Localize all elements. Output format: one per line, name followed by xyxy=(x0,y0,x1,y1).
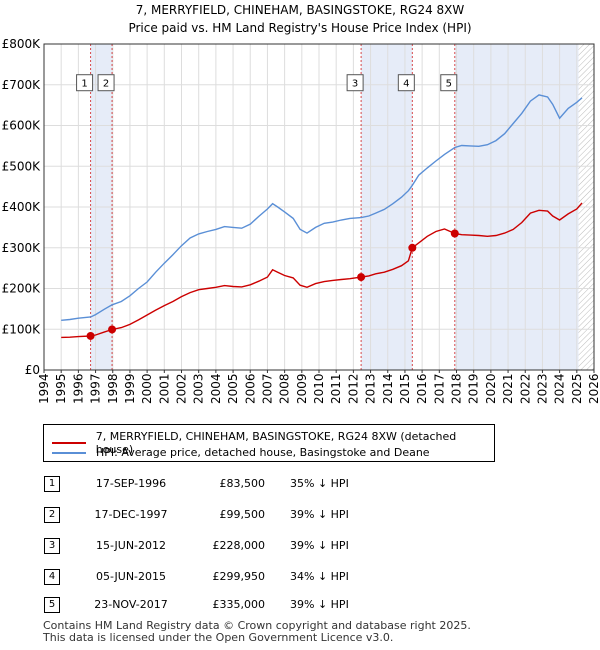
x-tick-label: 1997 xyxy=(89,373,103,404)
sale-label: 5 xyxy=(446,79,452,90)
sale-hpi-diff: 39% ↓ HPI xyxy=(290,598,349,611)
sale-row: 4 05-JUN-2015 £299,950 34% ↓ HPI xyxy=(43,569,563,587)
x-tick-label: 2009 xyxy=(295,373,309,404)
chart-title: 7, MERRYFIELD, CHINEHAM, BASINGSTOKE, RG… xyxy=(136,3,465,17)
x-tick-label: 2019 xyxy=(467,373,481,404)
sale-point xyxy=(86,331,95,340)
x-tick-label: 1999 xyxy=(123,373,137,404)
footer-licence: This data is licensed under the Open Gov… xyxy=(43,631,394,644)
sale-date: 23-NOV-2017 xyxy=(94,598,168,611)
sale-date: 05-JUN-2015 xyxy=(95,570,167,583)
x-tick-label: 2022 xyxy=(518,373,532,404)
x-tick-label: 2003 xyxy=(192,373,206,404)
y-tick-label: £0 xyxy=(25,363,40,377)
property-price-line xyxy=(61,202,583,339)
sale-hpi-diff: 34% ↓ HPI xyxy=(290,570,349,583)
sale-point xyxy=(450,229,459,238)
x-tick-label: 2007 xyxy=(260,373,274,404)
x-tick-label: 2015 xyxy=(398,373,412,404)
legend-property-swatch xyxy=(52,442,86,444)
sale-date: 17-SEP-1996 xyxy=(95,477,167,490)
sale-price: £83,500 xyxy=(219,477,266,490)
x-tick-label: 2000 xyxy=(140,373,154,404)
sale-label-box xyxy=(397,74,415,92)
x-tick-label: 2014 xyxy=(381,373,395,404)
sale-price: £228,000 xyxy=(212,539,266,552)
sale-number: 3 xyxy=(44,538,60,554)
legend: 7, MERRYFIELD, CHINEHAM, BASINGSTOKE, RG… xyxy=(43,424,495,462)
y-tick-label: £800K xyxy=(2,37,42,51)
sale-date: 17-DEC-1997 xyxy=(94,508,168,521)
x-tick-label: 2001 xyxy=(157,373,171,404)
footer: Contains HM Land Registry data © Crown c… xyxy=(43,620,471,644)
sale-label-box xyxy=(76,74,94,92)
y-tick-label: £100K xyxy=(2,322,42,336)
x-tick-label: 2005 xyxy=(226,373,240,404)
y-tick-label: £500K xyxy=(2,159,42,173)
sale-label: 1 xyxy=(81,79,87,90)
x-tick-label: 2002 xyxy=(175,373,189,404)
x-tick-label: 2012 xyxy=(346,373,360,404)
x-tick-label: 2024 xyxy=(553,373,567,404)
sale-point xyxy=(108,325,117,334)
x-tick-label: 2026 xyxy=(587,373,600,404)
sale-point xyxy=(408,243,417,252)
x-tick-label: 2023 xyxy=(535,373,549,404)
y-tick-label: £600K xyxy=(2,119,42,133)
x-tick-label: 1996 xyxy=(71,373,85,404)
sale-point xyxy=(357,273,366,282)
x-tick-label: 2011 xyxy=(329,373,343,404)
sale-label: 3 xyxy=(352,79,358,90)
x-tick-label: 2016 xyxy=(415,373,429,404)
sale-label-box xyxy=(346,74,364,92)
sale-hpi-diff: 35% ↓ HPI xyxy=(290,477,349,490)
sale-row: 3 15-JUN-2012 £228,000 39% ↓ HPI xyxy=(43,538,563,556)
sale-number: 4 xyxy=(44,569,60,585)
y-tick-label: £700K xyxy=(2,78,42,92)
x-tick-label: 2017 xyxy=(432,373,446,404)
x-tick-label: 2010 xyxy=(312,373,326,404)
x-tick-label: 2008 xyxy=(278,373,292,404)
sale-label: 4 xyxy=(403,79,409,90)
sale-hpi-diff: 39% ↓ HPI xyxy=(290,539,349,552)
legend-hpi-label: HPI: Average price, detached house, Basi… xyxy=(96,446,430,459)
legend-property-label: 7, MERRYFIELD, CHINEHAM, BASINGSTOKE, RG… xyxy=(95,430,457,456)
x-tick-label: 2020 xyxy=(484,373,498,404)
x-tick-label: 2025 xyxy=(570,373,584,404)
sale-number: 2 xyxy=(44,507,60,523)
x-tick-label: 2004 xyxy=(209,373,223,404)
sale-price: £299,950 xyxy=(212,570,266,583)
footer-copyright: Contains HM Land Registry data © Crown c… xyxy=(43,619,471,632)
sale-label-box xyxy=(97,74,115,92)
x-tick-label: 1998 xyxy=(106,373,120,404)
sale-hpi-diff: 39% ↓ HPI xyxy=(290,508,349,521)
sale-price: £335,000 xyxy=(212,598,266,611)
x-tick-label: 1995 xyxy=(54,373,68,404)
sale-row: 2 17-DEC-1997 £99,500 39% ↓ HPI xyxy=(43,507,563,525)
sale-row: 1 17-SEP-1996 £83,500 35% ↓ HPI xyxy=(43,476,563,494)
sale-label-box xyxy=(440,74,458,92)
sale-label: 2 xyxy=(103,79,109,90)
x-tick-label: 2021 xyxy=(501,373,515,404)
x-tick-label: 1994 xyxy=(37,373,51,404)
x-tick-label: 2013 xyxy=(364,373,378,404)
sale-row: 5 23-NOV-2017 £335,000 39% ↓ HPI xyxy=(43,597,563,615)
chart-subtitle: Price paid vs. HM Land Registry's House … xyxy=(128,21,471,35)
x-tick-label: 2006 xyxy=(243,373,257,404)
sale-number: 5 xyxy=(44,597,60,613)
y-tick-label: £300K xyxy=(2,241,42,255)
sale-number: 1 xyxy=(44,476,60,492)
sale-date: 15-JUN-2012 xyxy=(95,539,167,552)
price-chart: 7, MERRYFIELD, CHINEHAM, BASINGSTOKE, RG… xyxy=(2,3,600,404)
legend-hpi-swatch xyxy=(52,451,86,454)
sale-price: £99,500 xyxy=(219,508,266,521)
y-tick-label: £400K xyxy=(2,200,42,214)
y-tick-label: £200K xyxy=(2,282,42,296)
hpi-line xyxy=(61,94,583,321)
x-tick-label: 2018 xyxy=(450,373,464,404)
